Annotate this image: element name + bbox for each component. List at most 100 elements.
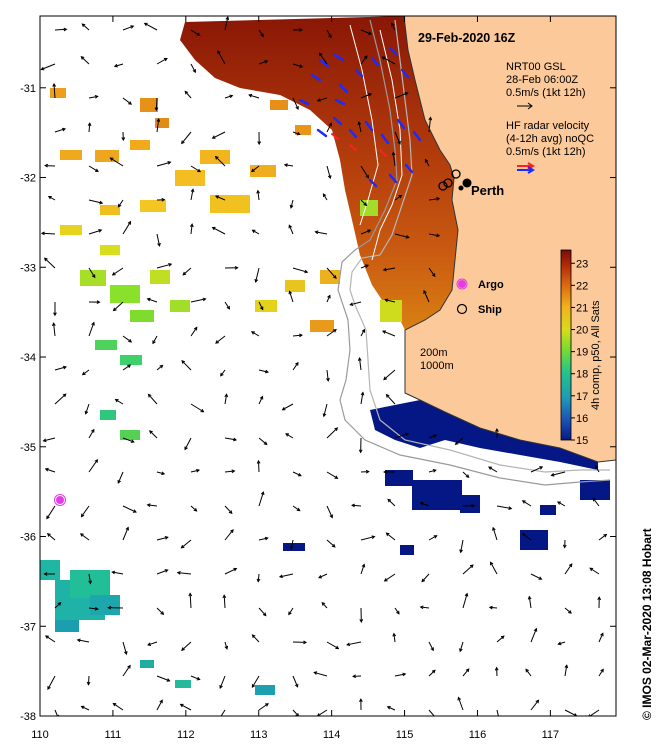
gsl-vector-arrow — [86, 675, 91, 686]
gsl-vector-arrow — [359, 698, 363, 711]
colorbar-ticks: 23 22 21 20 19 18 17 16 15 — [571, 258, 588, 447]
gsl-vector-arrow — [292, 675, 299, 688]
gsl-vector-arrow — [224, 437, 238, 442]
legend-gsl-arrow — [517, 102, 533, 110]
gsl-vector-arrow — [184, 437, 192, 451]
gsl-vector-arrow — [54, 393, 67, 405]
gsl-vector-arrow — [597, 596, 602, 609]
gsl-vector-arrow — [258, 491, 265, 507]
gsl-vector-arrow — [122, 97, 132, 105]
gsl-vector-arrow — [80, 56, 90, 65]
hf-radar-vectors — [298, 46, 422, 188]
gsl-vector-arrow — [251, 229, 260, 235]
coastline — [403, 16, 616, 463]
gsl-vector-arrow — [346, 641, 362, 647]
gsl-vector-arrow — [358, 437, 363, 454]
y-tick-label: -34 — [20, 352, 36, 364]
gsl-vector-arrow — [492, 526, 498, 541]
gsl-vector-arrow — [292, 471, 302, 477]
gsl-vector-arrow — [219, 675, 226, 690]
gsl-vector-arrow — [360, 93, 373, 99]
gsl-vector-arrow — [181, 641, 192, 651]
gsl-vector-arrow — [288, 607, 294, 616]
gsl-vector-arrow — [122, 664, 131, 677]
sst-offshore-patches — [40, 88, 402, 695]
gsl-vector-arrow — [326, 294, 331, 303]
gsl-vector-arrow — [394, 233, 410, 239]
gsl-vector-arrow — [88, 229, 103, 235]
gsl-vector-arrow — [149, 430, 158, 439]
gsl-vector-arrow — [360, 328, 366, 337]
gsl-vector-arrow — [394, 672, 407, 677]
gsl-vector-arrow — [190, 326, 198, 337]
gsl-vector-arrow — [530, 699, 540, 711]
gsl-vector-arrow — [190, 675, 201, 681]
gsl-vector-arrow — [521, 500, 532, 507]
gsl-vector-arrow — [122, 335, 133, 343]
gsl-vector-arrow — [428, 434, 438, 439]
gsl-vector-arrow — [423, 289, 430, 303]
gsl-vector-arrow — [598, 632, 604, 643]
argo-float-marker — [56, 496, 64, 504]
gsl-vector-arrow — [156, 117, 161, 133]
legend-gsl-date: 28-Feb 06:00Z — [506, 74, 578, 86]
colorbar-tick-label: 16 — [576, 413, 588, 425]
gsl-vector-arrow — [257, 131, 262, 146]
gsl-vector-arrow — [530, 627, 538, 643]
gsl-vector-arrow — [424, 158, 430, 167]
gsl-vector-arrow — [217, 50, 226, 65]
gsl-vector-arrow — [184, 90, 192, 99]
gsl-vector-arrow — [156, 569, 169, 575]
gsl-vector-arrow — [152, 335, 158, 345]
gsl-vector-arrow — [488, 466, 498, 473]
argo-legend-label: Argo — [478, 279, 504, 291]
gsl-vector-arrow — [248, 93, 260, 99]
gsl-vector-arrow — [182, 267, 192, 276]
gsl-vector-arrow — [46, 505, 56, 520]
y-tick-label: -33 — [20, 262, 36, 274]
gsl-vector-arrow — [391, 151, 396, 167]
gsl-vector-arrow — [462, 592, 469, 609]
gsl-vector-arrow — [254, 267, 260, 283]
gsl-vector-arrow — [181, 360, 192, 371]
gsl-vector-arrow — [251, 634, 260, 643]
x-tick-label: 116 — [469, 729, 487, 741]
colorbar-tick-label: 23 — [576, 258, 588, 270]
gsl-vector-arrow — [288, 290, 294, 303]
gsl-vector-arrow — [88, 428, 95, 439]
gsl-vector-arrow — [428, 468, 437, 473]
gsl-vector-arrow — [121, 131, 126, 142]
gsl-vector-arrow — [88, 606, 99, 611]
gsl-vector-arrow — [214, 195, 226, 201]
gsl-vector-arrow — [419, 605, 430, 610]
gsl-vector-arrow — [385, 393, 396, 405]
colorbar-tick-label: 19 — [576, 347, 588, 359]
gsl-vector-arrow — [326, 122, 333, 133]
gsl-vector-arrow — [326, 165, 332, 180]
gsl-vector-arrow — [156, 471, 166, 476]
gsl-vector-arrow — [224, 469, 236, 474]
gsl-vector-arrow — [494, 666, 499, 677]
gsl-vector-arrow — [224, 529, 234, 541]
x-tick-label: 113 — [250, 729, 268, 741]
gsl-vector-arrow — [459, 641, 464, 653]
gsl-vector-arrow — [258, 437, 268, 446]
gsl-vector-arrow — [111, 267, 124, 276]
gsl-vector-arrow — [190, 297, 207, 303]
gsl-vector-arrow — [564, 563, 573, 575]
plot-border — [39, 15, 617, 717]
argo-legend-ring — [456, 278, 468, 290]
legend-radar-avg: (4-12h avg) noQC — [506, 133, 594, 145]
perth-marker-secondary — [458, 185, 464, 191]
station-marker — [438, 181, 448, 191]
perth-marker — [462, 178, 472, 188]
gsl-vector-arrow — [357, 121, 362, 133]
gsl-vector-arrow — [224, 641, 229, 650]
gsl-vector-arrow — [557, 641, 566, 646]
y-axis: -31 -32 -33 -34 -35 -36 -37 -38 — [20, 83, 616, 723]
gsl-vector-arrow — [382, 267, 396, 272]
gsl-vector-arrow — [47, 675, 56, 691]
gsl-vector-arrow — [278, 573, 294, 579]
gsl-vector-arrow — [154, 97, 159, 112]
gsl-vector-arrow — [394, 92, 409, 99]
